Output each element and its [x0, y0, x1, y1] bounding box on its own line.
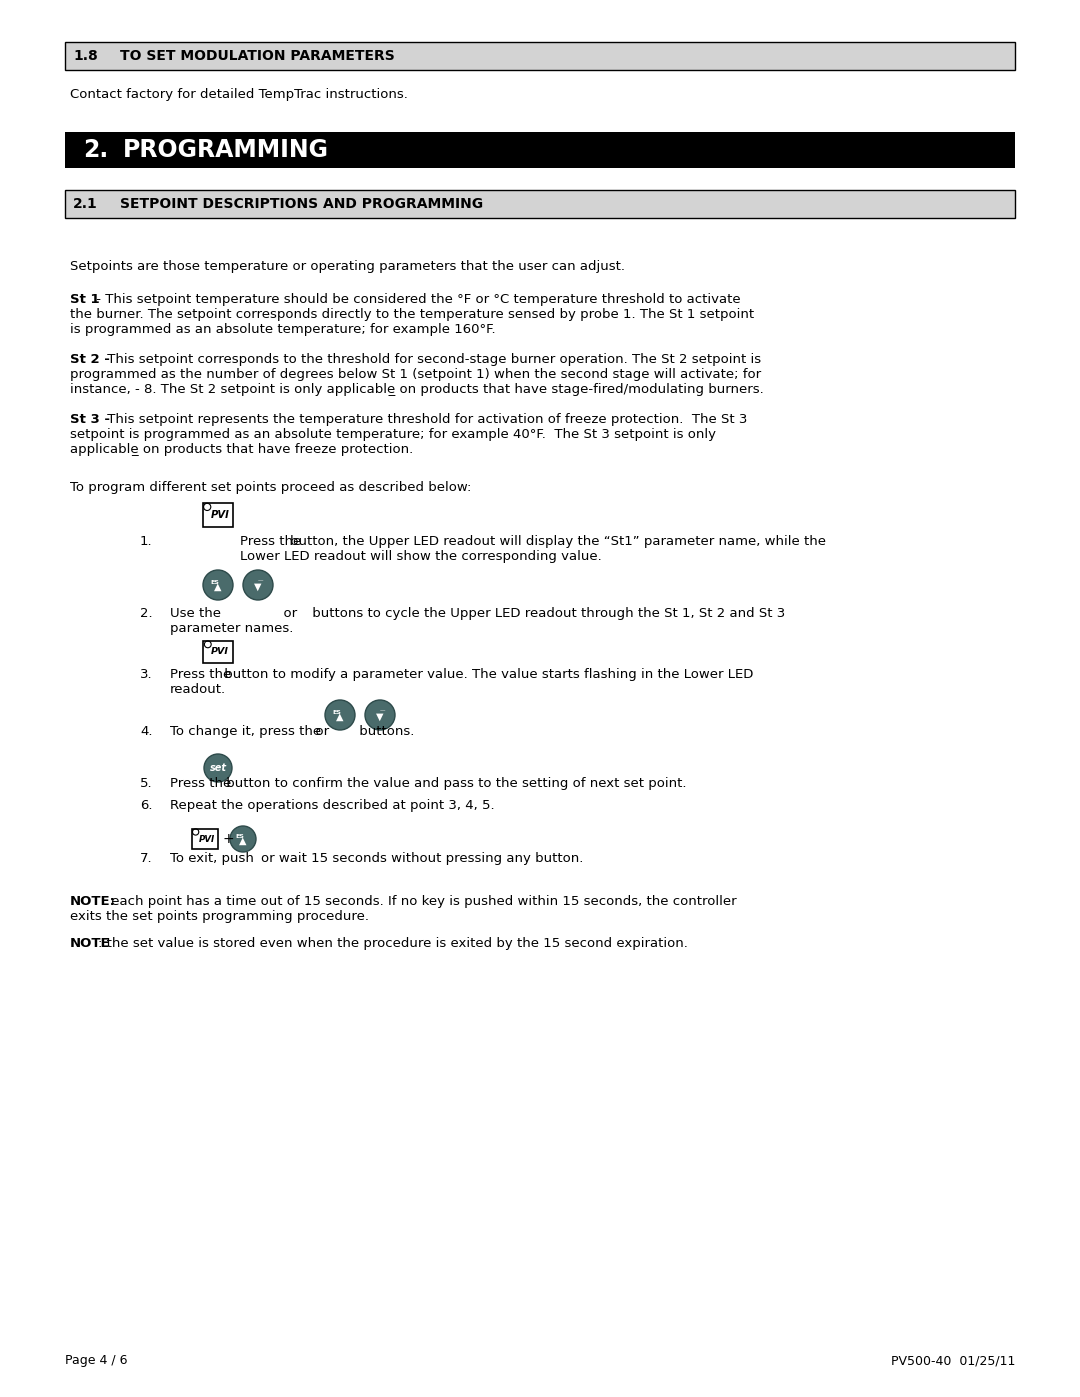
Text: PVI: PVI [211, 510, 229, 520]
Text: Contact factory for detailed TempTrac instructions.: Contact factory for detailed TempTrac in… [70, 88, 408, 101]
Text: PROGRAMMING: PROGRAMMING [123, 138, 329, 162]
Text: or: or [307, 725, 334, 738]
Text: This setpoint represents the temperature threshold for activation of freeze prot: This setpoint represents the temperature… [103, 414, 747, 426]
Text: PV500-40  01/25/11: PV500-40 01/25/11 [891, 1354, 1015, 1368]
Text: +: + [222, 833, 234, 847]
Text: set: set [210, 763, 227, 773]
FancyBboxPatch shape [65, 131, 1015, 168]
Text: buttons to cycle the Upper LED readout through the St 1, St 2 and St 3: buttons to cycle the Upper LED readout t… [308, 608, 785, 620]
Text: 2.: 2. [140, 608, 152, 620]
Circle shape [243, 570, 273, 599]
Text: PVI: PVI [199, 834, 215, 844]
Text: programmed as the number of degrees below St 1 (setpoint 1) when the second stag: programmed as the number of degrees belo… [70, 367, 761, 381]
Text: To change it, press the: To change it, press the [170, 725, 325, 738]
Text: To program different set points proceed as described below:: To program different set points proceed … [70, 481, 471, 495]
Text: 5.: 5. [140, 777, 152, 789]
Text: 1.: 1. [140, 535, 152, 548]
Text: each point has a time out of 15 seconds. If no key is pushed within 15 seconds, : each point has a time out of 15 seconds.… [107, 895, 737, 908]
Text: button to modify a parameter value. The value starts flashing in the Lower LED: button to modify a parameter value. The … [220, 668, 754, 680]
Text: ▼: ▼ [376, 712, 383, 722]
Text: Use the: Use the [170, 608, 226, 620]
Circle shape [325, 700, 355, 731]
Text: - This setpoint temperature should be considered the °F or °C temperature thresh: - This setpoint temperature should be co… [92, 293, 741, 306]
Text: ▼: ▼ [254, 583, 261, 592]
Text: This setpoint corresponds to the threshold for second-stage burner operation. Th: This setpoint corresponds to the thresho… [103, 353, 761, 366]
Text: buttons.: buttons. [355, 725, 415, 738]
Text: button to confirm the value and pass to the setting of next set point.: button to confirm the value and pass to … [222, 777, 687, 789]
Text: Press the: Press the [170, 668, 235, 680]
Text: the burner. The setpoint corresponds directly to the temperature sensed by probe: the burner. The setpoint corresponds dir… [70, 307, 754, 321]
Text: 2.1: 2.1 [73, 197, 98, 211]
Text: —: — [257, 578, 262, 584]
Text: TO SET MODULATION PARAMETERS: TO SET MODULATION PARAMETERS [120, 49, 395, 63]
FancyBboxPatch shape [65, 42, 1015, 70]
Text: To exit, push: To exit, push [170, 852, 258, 865]
Text: : the set value is stored even when the procedure is exited by the 15 second exp: : the set value is stored even when the … [98, 937, 688, 950]
Text: Page 4 / 6: Page 4 / 6 [65, 1354, 127, 1368]
Text: 6.: 6. [140, 799, 152, 812]
Text: —: — [379, 708, 384, 714]
Text: 3.: 3. [140, 668, 152, 680]
Text: ▲: ▲ [240, 835, 246, 847]
Text: readout.: readout. [170, 683, 226, 696]
FancyBboxPatch shape [203, 503, 233, 527]
Text: applicable̲ on products that have freeze protection.: applicable̲ on products that have freeze… [70, 443, 414, 455]
Text: St 3 -: St 3 - [70, 414, 110, 426]
Text: ES: ES [235, 834, 244, 838]
Text: St 2 -: St 2 - [70, 353, 110, 366]
Text: 1.8: 1.8 [73, 49, 98, 63]
Text: Repeat the operations described at point 3, 4, 5.: Repeat the operations described at point… [170, 799, 495, 812]
FancyBboxPatch shape [191, 828, 218, 849]
Text: instance, - 8. The St 2 setpoint is only applicable̲ on products that have stage: instance, - 8. The St 2 setpoint is only… [70, 383, 764, 395]
Text: or wait 15 seconds without pressing any button.: or wait 15 seconds without pressing any … [261, 852, 583, 865]
Circle shape [203, 570, 233, 599]
Text: NOTE: NOTE [70, 937, 110, 950]
Text: setpoint is programmed as an absolute temperature; for example 40°F.  The St 3 s: setpoint is programmed as an absolute te… [70, 427, 716, 441]
Text: Press the: Press the [240, 535, 306, 548]
Text: ES: ES [211, 580, 219, 584]
Text: ES: ES [333, 710, 341, 714]
Text: exits the set points programming procedure.: exits the set points programming procedu… [70, 909, 369, 923]
Text: Press the: Press the [170, 777, 235, 789]
Text: St 1: St 1 [70, 293, 99, 306]
Text: 4.: 4. [140, 725, 152, 738]
Circle shape [230, 826, 256, 852]
FancyBboxPatch shape [203, 641, 232, 664]
Text: ▲: ▲ [336, 712, 343, 722]
Text: 7.: 7. [140, 852, 152, 865]
Circle shape [204, 754, 232, 782]
Text: parameter names.: parameter names. [170, 622, 294, 636]
Text: or: or [275, 608, 301, 620]
Text: Lower LED readout will show the corresponding value.: Lower LED readout will show the correspo… [240, 550, 602, 563]
Text: 2.: 2. [83, 138, 108, 162]
Circle shape [365, 700, 395, 731]
FancyBboxPatch shape [65, 190, 1015, 218]
Text: NOTE:: NOTE: [70, 895, 116, 908]
Text: Setpoints are those temperature or operating parameters that the user can adjust: Setpoints are those temperature or opera… [70, 260, 625, 272]
Text: is programmed as an absolute temperature; for example 160°F.: is programmed as an absolute temperature… [70, 323, 496, 337]
Text: button, the Upper LED readout will display the “St1” parameter name, while the: button, the Upper LED readout will displ… [291, 535, 826, 548]
Text: SETPOINT DESCRIPTIONS AND PROGRAMMING: SETPOINT DESCRIPTIONS AND PROGRAMMING [120, 197, 483, 211]
Text: PVI: PVI [211, 647, 229, 657]
Text: ▲: ▲ [214, 583, 221, 592]
